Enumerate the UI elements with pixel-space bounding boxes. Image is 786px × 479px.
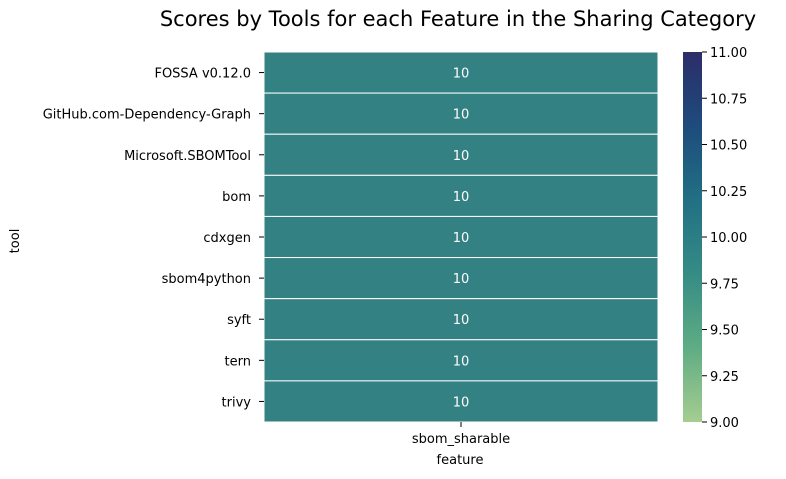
heatmap-cell [263,174,659,217]
colorbar-tick-label: 10.00 [710,231,747,246]
cell-value-label: 10 [453,190,470,205]
heatmap-cell [263,51,659,94]
row-labels: FOSSA v0.12.0 GitHub.com-Dependency-Graph… [43,67,264,410]
row-label: tern [225,354,251,369]
colorbar-tick-label: 9.25 [710,370,739,385]
cell-value-label: 10 [453,354,470,369]
row-label: FOSSA v0.12.0 [154,67,251,82]
cell-value-label: 10 [453,313,470,328]
colorbar-tick-label: 10.50 [710,139,747,154]
y-axis-label: tool [8,229,23,254]
row-label: cdxgen [203,231,251,246]
heatmap-cells: 10 10 10 10 10 10 10 10 10 [263,51,659,423]
row-label: Microsoft.SBOMTool [124,149,251,164]
cell-value-label: 10 [453,272,470,287]
cell-value-label: 10 [453,395,470,410]
colorbar: 9.00 9.25 9.50 9.75 10.00 10.25 10.50 10.75 11.0… [683,46,747,431]
colorbar-gradient [683,52,702,422]
row-label: sbom4python [162,272,251,287]
heatmap-cell [263,92,659,135]
chart-title: Scores by Tools for each Feature in the … [160,7,756,31]
row-label: bom [222,190,251,205]
heatmap-cell [263,257,659,300]
colorbar-tick-label: 10.25 [710,185,747,200]
colorbar-tick-label: 9.50 [710,324,739,339]
colorbar-tick-label: 10.75 [710,92,747,107]
row-label: GitHub.com-Dependency-Graph [43,108,251,123]
column-label: sbom_sharable [412,432,510,447]
row-label: syft [227,313,251,328]
x-axis-label: feature [437,453,484,468]
colorbar-tick-label: 11.00 [710,46,747,61]
cell-value-label: 10 [453,108,470,123]
colorbar-tick-label: 9.75 [710,277,739,292]
heatmap-cell [263,215,659,259]
cell-value-label: 10 [453,67,470,82]
row-label: trivy [222,395,252,410]
column-labels: sbom_sharable [412,422,510,447]
colorbar-tick-label: 9.00 [710,416,739,431]
heatmap-cell [263,133,659,176]
cell-value-label: 10 [453,231,470,246]
cell-value-label: 10 [453,149,470,164]
